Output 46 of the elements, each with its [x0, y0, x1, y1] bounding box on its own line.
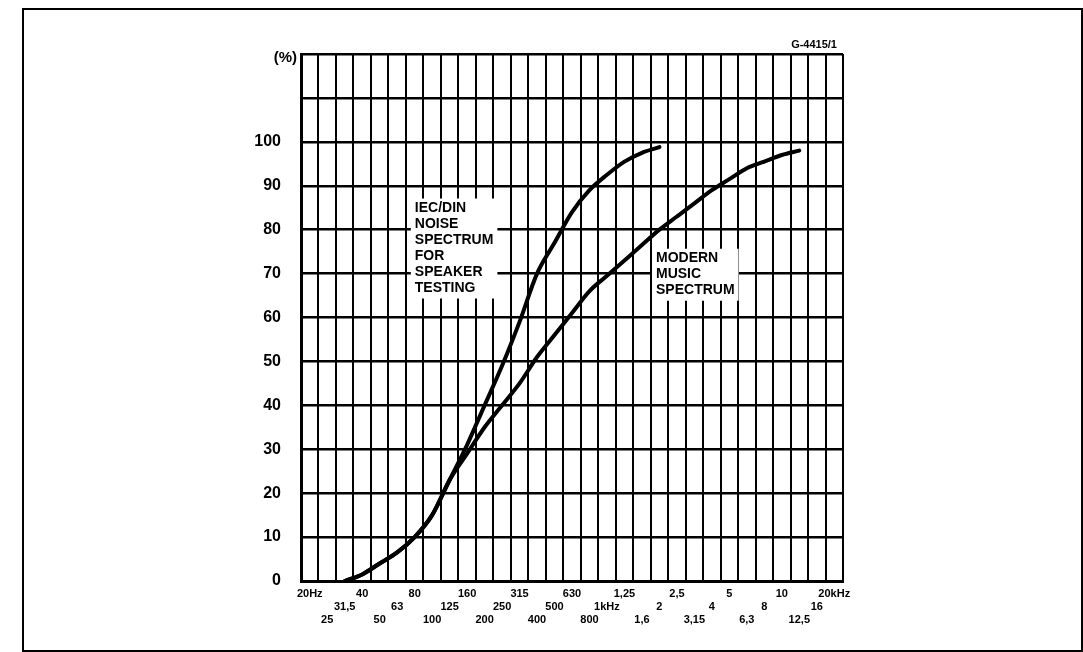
y-tick-label: 50	[263, 351, 282, 369]
x-tick-label: 1kHz	[594, 599, 621, 612]
x-tick-label: 8	[761, 599, 768, 612]
x-tick-label: 200	[475, 613, 494, 626]
y-tick-label: 0	[272, 571, 282, 589]
y-tick-label: 40	[263, 395, 282, 413]
series-label: MODERN MUSIC SPECTRUM	[656, 249, 735, 298]
x-tick-label: 315	[510, 586, 529, 599]
x-tick-label: 2,5	[669, 586, 685, 599]
x-tick-label: 16	[810, 599, 823, 612]
x-tick-label: 2	[656, 599, 663, 612]
x-tick-label: 4	[708, 599, 716, 612]
x-tick-label: 12,5	[788, 613, 810, 626]
y-tick-label: 10	[263, 527, 282, 545]
x-tick-label: 40	[356, 586, 369, 599]
x-tick-label: 160	[457, 586, 477, 599]
x-tick-label: 63	[391, 599, 404, 612]
text: IEC/DIN NOISE SPECTRUM FOR SPEAKER TESTING	[414, 199, 494, 296]
y-tick-label: 70	[263, 263, 282, 281]
y-tick-label: 60	[263, 307, 282, 325]
x-tick-label: 20Hz	[296, 586, 324, 599]
x-tick-label: 10	[775, 586, 788, 599]
x-tick-label: 25	[321, 613, 334, 626]
y-axis-title: (%)	[273, 48, 297, 66]
x-tick-label: 3,15	[683, 613, 706, 626]
x-tick-label: 400	[527, 613, 547, 626]
y-tick-label: 90	[263, 176, 282, 194]
text: G-4415/1	[791, 37, 837, 50]
x-tick-label: 630	[562, 586, 582, 599]
x-tick-label: 6,3	[739, 613, 755, 626]
x-tick-label: 80	[408, 586, 421, 599]
x-tick-label: 500	[545, 599, 564, 612]
y-tick-label: 20	[263, 483, 282, 501]
x-tick-label: 1,25	[613, 586, 636, 599]
y-tick-label: 80	[263, 220, 282, 238]
x-tick-label: 1,6	[634, 613, 650, 626]
x-tick-label: 50	[373, 613, 386, 626]
x-tick-label: 31,5	[334, 599, 356, 612]
y-tick-label: 100	[254, 132, 282, 150]
x-tick-label: 5	[726, 586, 733, 599]
x-tick-label: 250	[492, 599, 512, 612]
x-tick-label: 800	[580, 613, 599, 626]
x-tick-label: 20kHz	[818, 586, 851, 599]
x-tick-label: 100	[422, 613, 442, 626]
x-tick-label: 125	[440, 599, 459, 612]
y-tick-label: 30	[263, 439, 282, 457]
